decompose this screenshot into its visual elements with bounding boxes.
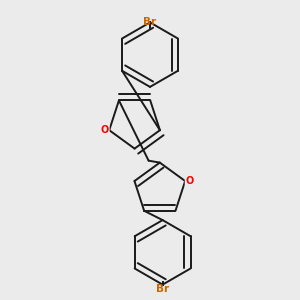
Text: O: O — [101, 125, 109, 135]
Text: O: O — [185, 176, 194, 186]
Text: Br: Br — [156, 284, 169, 294]
Text: Br: Br — [143, 16, 157, 27]
